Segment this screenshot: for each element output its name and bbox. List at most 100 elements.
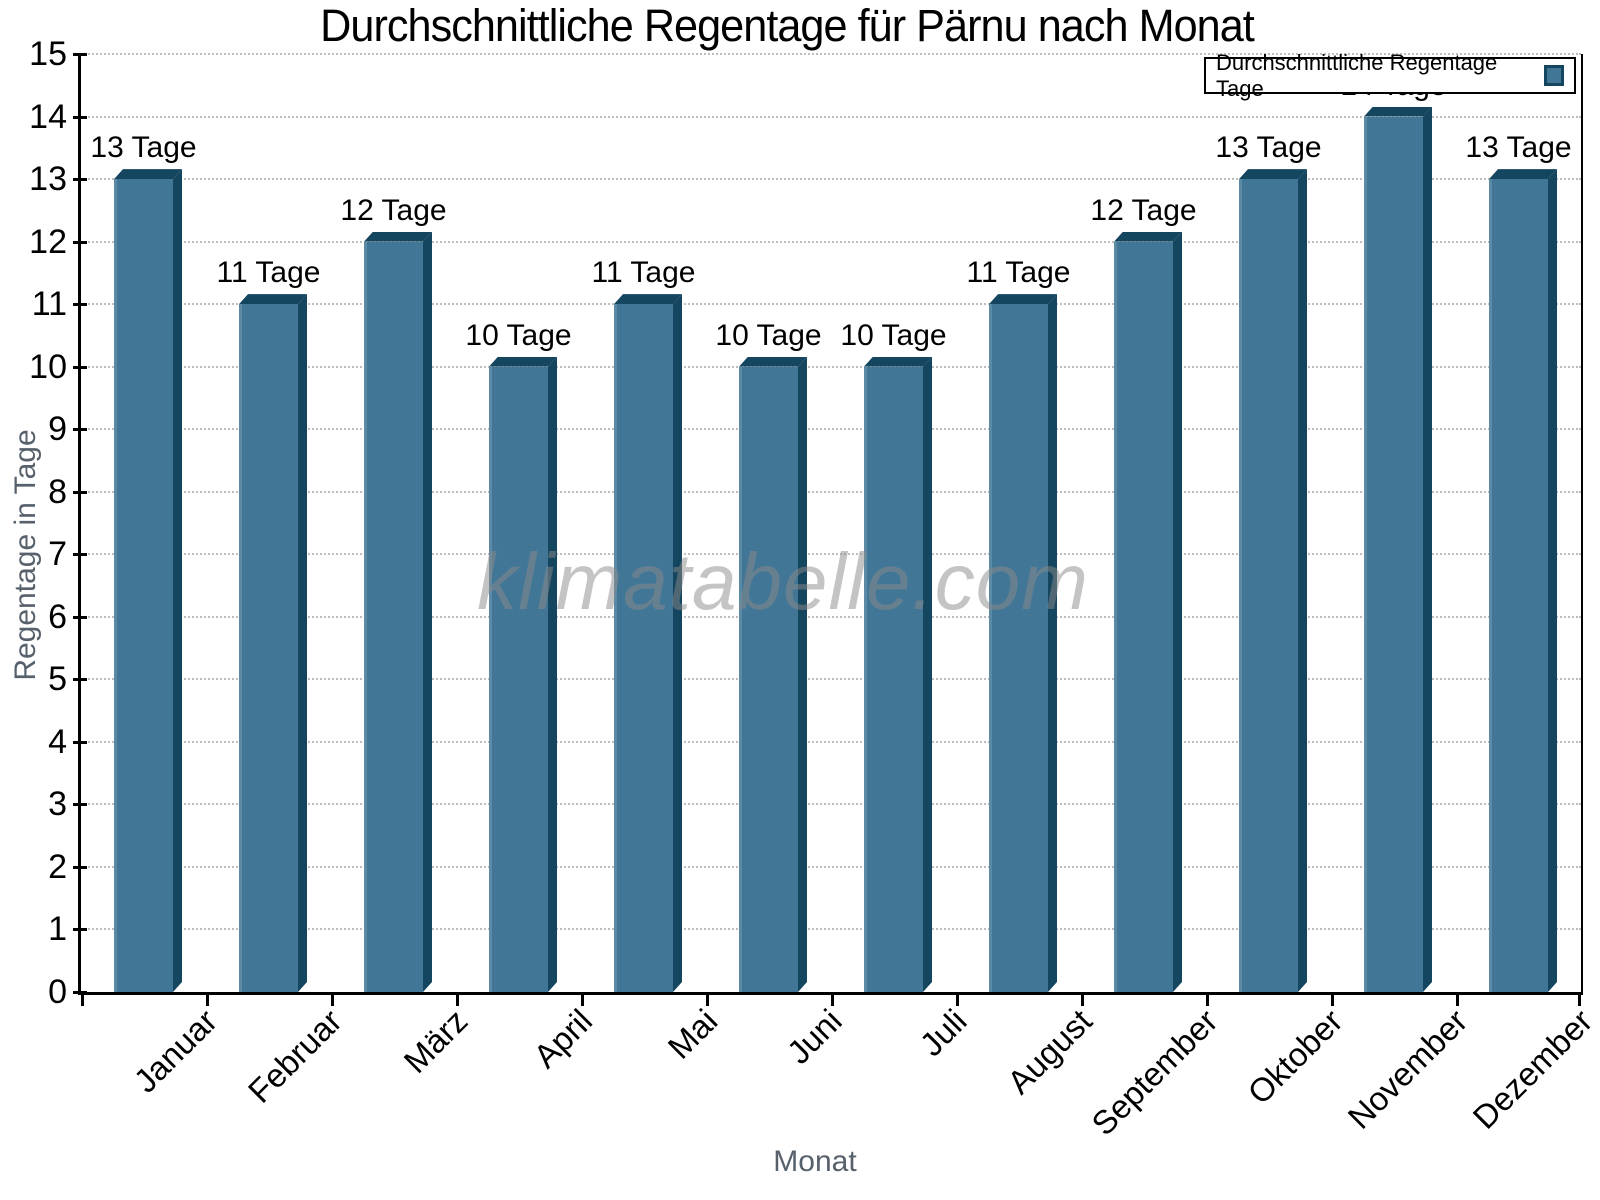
y-tick-label-0: 0 — [48, 973, 67, 1011]
bar-front-face — [739, 366, 798, 992]
y-axis-title: Regentage in Tage — [9, 429, 42, 681]
bar-februar — [239, 304, 298, 992]
bar-top-face — [1239, 169, 1307, 179]
bar-front-face — [989, 304, 1048, 992]
bar-dezember — [1489, 179, 1548, 992]
x-tick-label-märz: März — [396, 1002, 475, 1081]
x-tick-2 — [331, 995, 334, 1006]
y-tick-4 — [73, 740, 87, 744]
y-tick-13 — [73, 178, 87, 182]
bar-top-face — [239, 294, 307, 304]
y-tick-7 — [73, 553, 87, 557]
legend-swatch — [1543, 65, 1564, 86]
gridline-y1 — [81, 928, 1581, 931]
bar-right-face — [1048, 294, 1057, 992]
bar-right-face — [548, 357, 557, 992]
bar-value-label-februar: 11 Tage — [216, 256, 321, 290]
gridline-y13 — [81, 178, 1581, 181]
bar-mai — [614, 304, 673, 992]
gridline-y2 — [81, 865, 1581, 868]
y-tick-0 — [73, 991, 87, 994]
bar-value-label-märz: 12 Tage — [340, 193, 447, 227]
gridline-y11 — [81, 303, 1581, 306]
y-tick-label-6: 6 — [48, 597, 67, 636]
bar-juli — [864, 367, 923, 992]
bar-top-face — [739, 357, 807, 367]
bar-front-face — [364, 241, 423, 992]
x-tick-label-juli: Juli — [912, 1002, 975, 1064]
x-tick-1 — [206, 995, 209, 1006]
bar-top-face — [1114, 232, 1182, 242]
y-tick-label-14: 14 — [29, 97, 67, 136]
gridline-y9 — [81, 428, 1581, 431]
y-tick-label-5: 5 — [48, 660, 67, 699]
y-tick-2 — [73, 865, 87, 869]
bar-front-face — [614, 304, 673, 992]
gridline-y6 — [81, 615, 1581, 618]
bar-value-label-juli: 10 Tage — [840, 318, 947, 352]
bar-juni — [739, 367, 798, 992]
bar-right-face — [298, 294, 307, 992]
x-tick-label-april: April — [526, 1002, 600, 1075]
y-tick-label-8: 8 — [48, 472, 67, 511]
bar-value-label-januar: 13 Tage — [90, 131, 197, 165]
bar-right-face — [1298, 169, 1307, 992]
bar-top-face — [489, 357, 557, 367]
y-tick-label-7: 7 — [48, 535, 67, 574]
y-tick-6 — [73, 615, 87, 619]
x-tick-4 — [581, 995, 584, 1006]
x-tick-9 — [1206, 995, 1209, 1006]
y-tick-label-15: 15 — [29, 35, 67, 73]
y-tick-9 — [73, 428, 87, 432]
y-tick-label-3: 3 — [48, 785, 67, 824]
chart-title: Durchschnittliche Regentage für Pärnu na… — [320, 0, 1255, 51]
bar-august — [989, 304, 1048, 992]
gridline-y5 — [81, 678, 1581, 681]
gridline-y10 — [81, 365, 1581, 368]
y-tick-3 — [73, 803, 87, 807]
bar-value-label-august: 11 Tage — [966, 256, 1071, 290]
bar-front-face — [1239, 179, 1298, 992]
bar-januar — [114, 179, 173, 992]
x-tick-label-oktober: Oktober — [1239, 1002, 1350, 1112]
y-tick-10 — [73, 365, 87, 369]
x-tick-7 — [956, 995, 959, 1006]
x-tick-label-dezember: Dezember — [1465, 1002, 1600, 1136]
x-axis-title: Monat — [773, 1145, 857, 1178]
y-tick-12 — [73, 240, 87, 244]
bar-september — [1114, 242, 1173, 992]
y-tick-15 — [73, 53, 87, 56]
bar-oktober — [1239, 179, 1298, 992]
bar-value-label-mai: 11 Tage — [591, 256, 696, 290]
bar-front-face — [1489, 179, 1548, 992]
bar-value-label-april: 10 Tage — [465, 318, 572, 352]
bar-top-face — [614, 294, 682, 304]
bar-top-face — [989, 294, 1057, 304]
legend-label: Durchschnittliche Regentage Tage — [1216, 49, 1498, 101]
gridline-y15 — [81, 53, 1581, 55]
bar-right-face — [173, 169, 182, 992]
bar-right-face — [1423, 107, 1432, 992]
bar-value-label-dezember: 13 Tage — [1465, 131, 1572, 165]
bar-top-face — [864, 357, 932, 367]
y-tick-label-10: 10 — [29, 347, 67, 386]
x-tick-5 — [706, 995, 709, 1006]
x-tick-6 — [831, 995, 834, 1006]
x-tick-label-august: August — [1000, 1002, 1100, 1101]
gridline-y14 — [81, 115, 1581, 118]
bar-november — [1364, 117, 1423, 992]
bar-april — [489, 367, 548, 992]
y-tick-label-2: 2 — [48, 847, 67, 886]
bar-top-face — [364, 232, 432, 242]
y-tick-label-11: 11 — [31, 285, 67, 324]
gridline-y12 — [81, 240, 1581, 243]
x-tick-label-januar: Januar — [126, 1002, 225, 1100]
x-tick-label-september: September — [1083, 1002, 1225, 1143]
x-tick-8 — [1081, 995, 1084, 1006]
y-tick-5 — [73, 678, 87, 682]
y-tick-label-1: 1 — [48, 910, 67, 949]
legend: Durchschnittliche Regentage Tage — [1204, 50, 1576, 101]
plot-area: 0 1 2 3 4 5 6 7 8 9 10 11 12 13 14 15 13 Tage Januar 11 Ta… — [29, 35, 1599, 1142]
y-tick-1 — [73, 928, 87, 932]
bar-front-face — [114, 179, 173, 992]
